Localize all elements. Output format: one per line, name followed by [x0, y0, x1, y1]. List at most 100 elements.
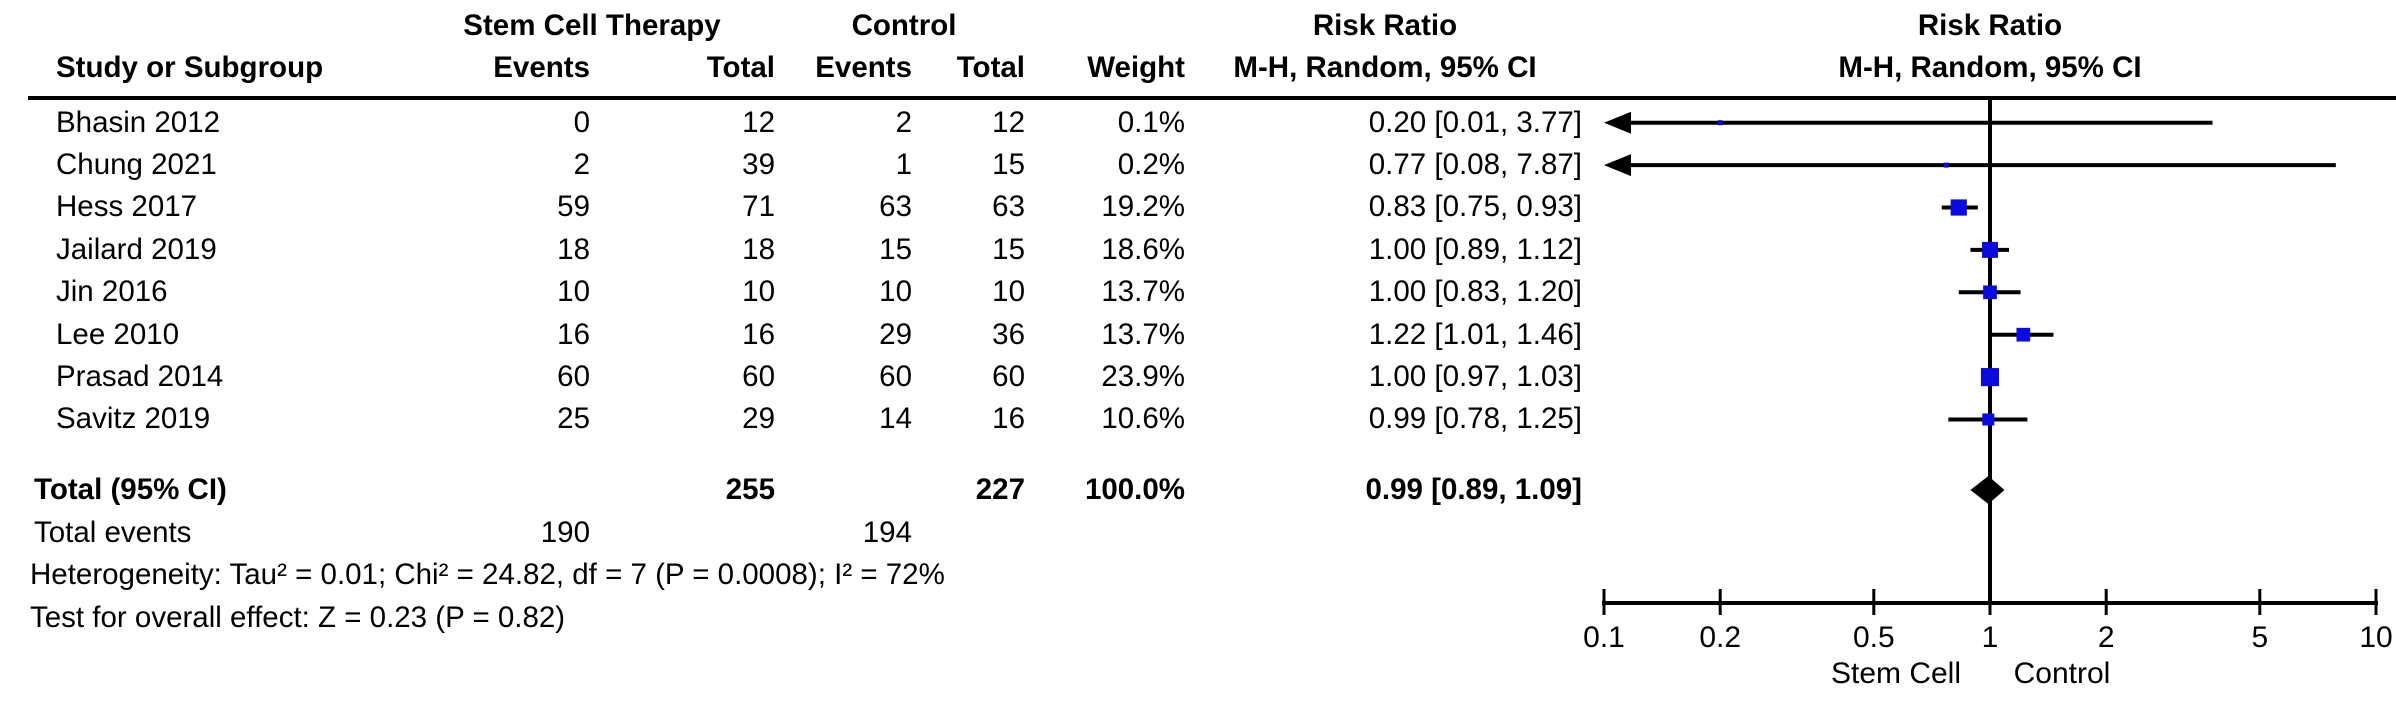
total-weight: 100.0%: [1084, 473, 1185, 506]
total-row: Total (95% CI) 255 227 100.0% 0.99 [0.89…: [0, 469, 2396, 512]
x-axis-tick-label: 0.2: [1699, 621, 1741, 654]
total-n-control: 227: [975, 473, 1025, 506]
effect-header-stats: Risk Ratio: [1312, 9, 1458, 42]
x-axis-tick-label: 10: [2359, 621, 2392, 654]
events-control: 29: [879, 317, 912, 351]
header-rule: [28, 96, 2396, 100]
total-treatment: 12: [742, 105, 775, 139]
favours-left-label: Stem Cell: [1831, 657, 1961, 690]
study-row: Bhasin 2012 0 12 2 12 0.1% 0.20 [0.01, 3…: [0, 102, 2396, 145]
study-row: Savitz 2019 25 29 14 16 10.6% 0.99 [0.78…: [0, 398, 2396, 441]
study-marker: [1943, 162, 1949, 168]
total-treatment: 39: [742, 147, 775, 181]
events-treatment: 60: [557, 359, 590, 393]
study-marker: [1980, 368, 2000, 387]
study-marker: [1982, 241, 1998, 258]
overall-effect-text: Test for overall effect: Z = 0.23 (P = 0…: [30, 601, 566, 634]
total-treatment: 71: [742, 190, 775, 224]
total-label: Total (95% CI): [34, 473, 227, 506]
heterogeneity-text: Heterogeneity: Tau² = 0.01; Chi² = 24.82…: [30, 558, 945, 591]
total-treatment: 29: [742, 402, 775, 436]
weight-value: 13.7%: [1101, 317, 1185, 351]
total-n-treatment: 255: [725, 473, 775, 506]
risk-ratio-ci-text: 1.00 [0.89, 1.12]: [1368, 232, 1582, 266]
weight-value: 13.7%: [1101, 275, 1185, 309]
events-treatment: 18: [557, 232, 590, 266]
risk-ratio-ci-text: 1.00 [0.97, 1.03]: [1368, 359, 1582, 393]
x-axis-tick-label: 1: [1982, 621, 1999, 654]
events-treatment: 59: [557, 190, 590, 224]
total-control: 63: [992, 190, 1025, 224]
events-control: 63: [879, 190, 912, 224]
events-control: 10: [879, 275, 912, 309]
study-row: Lee 2010 16 16 29 36 13.7% 1.22 [1.01, 1…: [0, 314, 2396, 357]
study-row: Jailard 2019 18 18 15 15 18.6% 1.00 [0.8…: [0, 229, 2396, 272]
total-control: 15: [992, 232, 1025, 266]
weight-value: 0.2%: [1117, 147, 1185, 181]
col-header-events-ctrl: Events: [815, 51, 912, 84]
col-header-method-plot: M-H, Random, 95% CI: [1838, 51, 2142, 84]
events-control: 15: [879, 232, 912, 266]
ci-arrow-left: [1604, 111, 1631, 134]
total-control: 12: [992, 105, 1025, 139]
study-marker: [1982, 413, 1995, 426]
total-treatment: 10: [742, 275, 775, 309]
study-name: Chung 2021: [56, 147, 217, 181]
x-axis-tick-label: 0.5: [1853, 621, 1895, 654]
x-axis-tick-label: 2: [2098, 621, 2115, 654]
study-name: Jailard 2019: [56, 232, 217, 266]
study-name: Hess 2017: [56, 190, 198, 224]
risk-ratio-ci-text: 1.22 [1.01, 1.46]: [1368, 317, 1582, 351]
events-control: 2: [895, 105, 912, 139]
events-treatment: 25: [557, 402, 590, 436]
weight-value: 19.2%: [1101, 190, 1185, 224]
total-diamond: [1970, 476, 2005, 504]
events-control: 1: [895, 147, 912, 181]
events-treatment: 2: [573, 147, 590, 181]
col-header-events-tx: Events: [493, 51, 590, 84]
total-treatment: 60: [742, 359, 775, 393]
total-control: 15: [992, 147, 1025, 181]
risk-ratio-ci-text: 1.00 [0.83, 1.20]: [1368, 275, 1582, 309]
study-name: Jin 2016: [56, 275, 168, 309]
effect-header-plot: Risk Ratio: [1917, 9, 2063, 42]
events-treatment: 0: [573, 105, 590, 139]
study-row: Hess 2017 59 71 63 63 19.2% 0.83 [0.75, …: [0, 186, 2396, 229]
total-events-treatment: 190: [540, 516, 590, 549]
risk-ratio-ci-text: 0.99 [0.78, 1.25]: [1368, 402, 1582, 436]
col-header-weight: Weight: [1087, 51, 1185, 84]
study-row: Prasad 2014 60 60 60 60 23.9% 1.00 [0.97…: [0, 356, 2396, 399]
study-marker: [1983, 285, 1997, 300]
col-header-total-ctrl: Total: [956, 51, 1025, 84]
study-marker: [1950, 199, 1967, 216]
col-header-total-tx: Total: [706, 51, 775, 84]
events-control: 60: [879, 359, 912, 393]
weight-value: 18.6%: [1101, 232, 1185, 266]
study-name: Prasad 2014: [56, 359, 224, 393]
total-treatment: 16: [742, 317, 775, 351]
events-treatment: 16: [557, 317, 590, 351]
group-header-control: Control: [851, 9, 957, 42]
group-header-treatment: Stem Cell Therapy: [463, 9, 721, 42]
events-control: 14: [879, 402, 912, 436]
total-events-label: Total events: [34, 516, 192, 549]
total-events-row: Total events 190 194: [0, 512, 2396, 555]
favours-right-label: Control: [2014, 657, 2111, 690]
total-control: 16: [992, 402, 1025, 436]
study-marker: [2016, 327, 2031, 342]
total-ci-text: 0.99 [0.89, 1.09]: [1365, 473, 1582, 506]
ci-arrow-left: [1604, 154, 1631, 177]
total-treatment: 18: [742, 232, 775, 266]
col-header-study: Study or Subgroup: [56, 51, 324, 84]
weight-value: 23.9%: [1101, 359, 1185, 393]
x-axis-tick-label: 0.1: [1583, 621, 1625, 654]
study-name: Savitz 2019: [56, 402, 211, 436]
study-row: Chung 2021 2 39 1 15 0.2% 0.77 [0.08, 7.…: [0, 144, 2396, 187]
study-name: Bhasin 2012: [56, 105, 221, 139]
study-row: Jin 2016 10 10 10 10 13.7% 1.00 [0.83, 1…: [0, 271, 2396, 314]
total-control: 60: [992, 359, 1025, 393]
risk-ratio-ci-text: 0.83 [0.75, 0.93]: [1368, 190, 1582, 224]
weight-value: 0.1%: [1117, 105, 1185, 139]
